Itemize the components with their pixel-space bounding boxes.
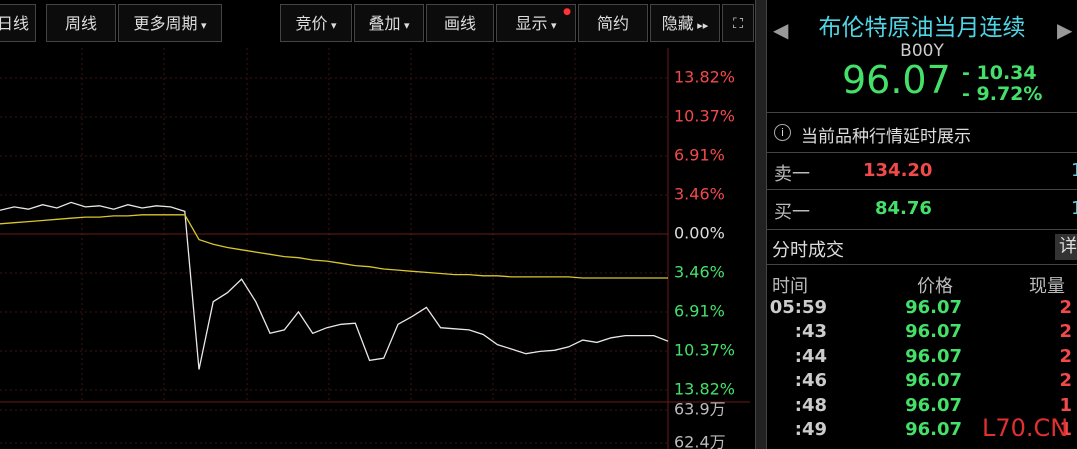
dot: ● [563, 7, 571, 17]
tick-volume: 2 [1059, 345, 1072, 367]
bid-volume: 1 [1071, 198, 1077, 219]
ticks-title: 分时成交 [772, 240, 844, 261]
bid-price: 84.76 [875, 198, 932, 219]
y-tick-label: 10.37% [674, 341, 735, 360]
caret: ▾ [327, 19, 337, 32]
watermark: L70.CN [982, 414, 1069, 442]
toolbar-button[interactable]: 简约 [578, 4, 648, 42]
tick-price: 96.07 [905, 345, 962, 367]
tick-row: :43 96.07 2 [767, 321, 1077, 345]
y-tick-label: 10.37% [674, 106, 735, 125]
tick-row: :48 96.07 1 [767, 395, 1077, 419]
header-cell: 价格 [917, 276, 953, 297]
tick-volume: 2 [1059, 370, 1072, 392]
tick-volume: 2 [1059, 297, 1072, 318]
quote-change-pct: - 9.72% [962, 83, 1043, 105]
divider [767, 264, 1077, 265]
button-label: 周线 [64, 14, 97, 33]
y-tick-label: 6.91% [674, 146, 725, 165]
tick-row: :46 96.07 2 [767, 370, 1077, 394]
caret: ▸▸ [693, 19, 709, 32]
tick-row: :44 96.07 2 [767, 346, 1077, 370]
tick-time: 05:59 [769, 297, 827, 318]
quote-code: B00Y [900, 41, 944, 61]
divider [767, 229, 1077, 230]
y-tick-label: 6.91% [674, 302, 725, 321]
quote-title: 布伦特原油当月连续 [818, 15, 1026, 41]
header-cell: 时间 [772, 276, 808, 297]
button-label: 显示 [515, 14, 548, 33]
button-label: 隐藏 [661, 14, 694, 33]
divider [767, 112, 1077, 113]
toolbar-button[interactable]: 周线 [46, 4, 116, 42]
button-label: 叠加 [368, 14, 401, 33]
table-header: 时间 价格 现量 [767, 272, 1077, 297]
tick-volume: 1 [1059, 419, 1072, 440]
quote-change: - 10.34 [962, 62, 1037, 84]
tick-time: :44 [794, 345, 827, 367]
series-line [0, 201, 669, 370]
y-tick-label: 13.82% [674, 380, 735, 399]
y-tick-label: 3.46% [674, 263, 725, 282]
y-tick-label: 3.46% [674, 184, 725, 203]
toolbar-button[interactable]: 更多周期 ▾ [118, 4, 222, 42]
caret: ▾ [197, 19, 207, 32]
series-line [0, 214, 668, 279]
tick-volume: 1 [1059, 394, 1072, 416]
prev-arrow[interactable]: ◀ [773, 18, 789, 42]
toolbar-button[interactable]: 隐藏 ▸▸ [650, 4, 720, 42]
button-label: 更多周期 [133, 14, 198, 33]
button-label: 日线 [0, 14, 29, 33]
header-cell: 现量 [1029, 276, 1065, 297]
tick-price: 96.07 [905, 419, 962, 440]
y2-tick-label: 63.9万 [674, 400, 726, 419]
caret: ▾ [400, 19, 410, 32]
y2-tick-label: 62.4万 [674, 433, 726, 449]
divider [767, 152, 1077, 153]
tick-volume: 2 [1059, 321, 1072, 343]
tick-row: :49 96.07 1 [767, 419, 1077, 443]
button-label: 简约 [596, 14, 629, 33]
tick-time: :48 [794, 394, 827, 416]
caret: ▾ [547, 19, 557, 32]
toolbar-button[interactable]: 日线 [0, 4, 36, 42]
info-icon: i [774, 124, 791, 141]
splitter[interactable] [755, 0, 767, 449]
chart: 13.82% 10.37% 6.91% 3.46% 0.00% 3.46% 6.91% 10.… [0, 48, 750, 449]
next-arrow[interactable]: ▶ [1057, 18, 1073, 42]
toolbar-button[interactable]: 显示 ▾ ● [496, 4, 576, 42]
fullscreen-button[interactable]: ⛶ [722, 4, 754, 42]
y-tick-label: 0.00% [674, 224, 725, 243]
toolbar-button[interactable]: 画线 [426, 4, 494, 42]
bid-label: 买一 [774, 202, 810, 223]
tick-price: 96.07 [905, 394, 962, 416]
toolbar-button[interactable]: 叠加 ▾ [354, 4, 424, 42]
ask-label: 卖一 [774, 164, 810, 185]
detail-button[interactable]: 详 [1055, 234, 1077, 260]
y-tick-label: 13.82% [674, 68, 735, 87]
tick-time: :49 [794, 419, 827, 440]
divider [767, 189, 1077, 190]
tick-row: 05:59 96.07 2 [767, 297, 1077, 321]
ask-volume: 1 [1071, 160, 1077, 181]
button-label: 竞价 [295, 14, 328, 33]
tick-price: 96.07 [905, 297, 962, 318]
quote-price: 96.07 [842, 58, 951, 102]
button-label: 画线 [443, 14, 476, 33]
toolbar-button[interactable]: 竞价 ▾ [280, 4, 352, 42]
quote-panel: ◀ ▶ 布伦特原油当月连续 B00Y 96.07 - 10.34 - 9.72%… [767, 0, 1077, 449]
ask-price: 134.20 [863, 160, 933, 181]
tick-time: :46 [794, 370, 827, 392]
tick-time: :43 [794, 321, 827, 343]
notice: 当前品种行情延时展示 [801, 127, 971, 147]
tick-price: 96.07 [905, 370, 962, 392]
tick-price: 96.07 [905, 321, 962, 343]
